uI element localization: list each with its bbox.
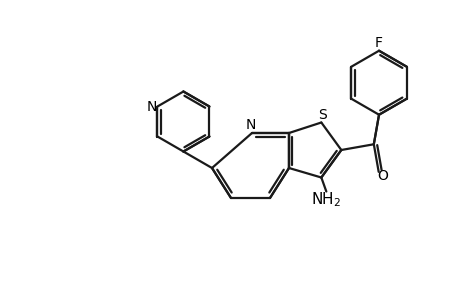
Text: S: S [317,109,326,122]
Text: N: N [245,118,256,132]
Text: O: O [376,169,387,183]
Text: NH$_2$: NH$_2$ [311,190,341,209]
Text: N: N [146,100,156,113]
Text: F: F [374,36,382,50]
